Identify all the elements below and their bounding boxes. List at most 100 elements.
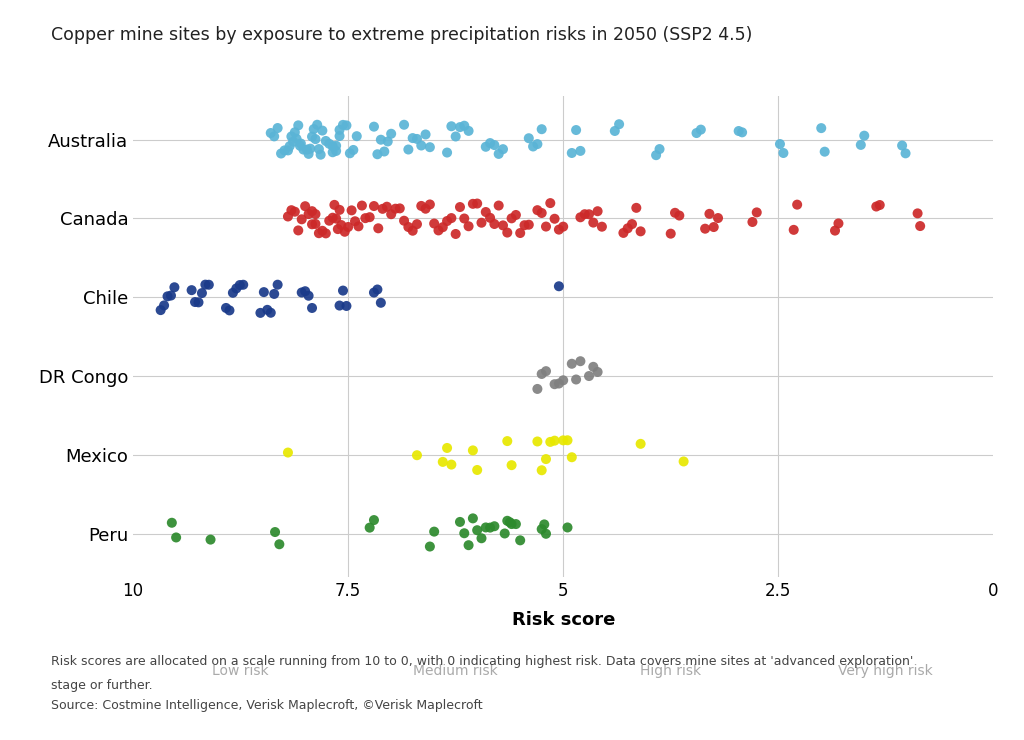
Point: [469, 464, 485, 476]
Point: [379, 201, 395, 212]
Point: [383, 208, 399, 220]
Point: [706, 221, 722, 233]
Point: [325, 147, 341, 158]
Point: [734, 127, 751, 138]
Point: [422, 141, 438, 153]
Point: [366, 286, 382, 298]
Point: [477, 141, 494, 152]
Point: [228, 283, 245, 295]
Point: [537, 519, 553, 531]
Point: [409, 218, 425, 230]
Point: [328, 212, 344, 224]
Text: Low risk: Low risk: [212, 664, 269, 678]
Point: [456, 120, 472, 132]
Point: [387, 203, 403, 215]
Point: [563, 147, 580, 159]
Point: [538, 453, 554, 465]
Point: [322, 215, 338, 226]
Point: [534, 464, 550, 476]
Point: [551, 377, 567, 389]
Point: [332, 124, 348, 135]
Point: [529, 383, 546, 395]
Point: [555, 434, 571, 446]
Point: [504, 518, 520, 530]
Point: [340, 221, 356, 233]
Point: [538, 366, 554, 377]
Text: Medium risk: Medium risk: [414, 664, 498, 678]
Point: [585, 361, 601, 373]
Point: [370, 223, 386, 235]
Point: [284, 204, 300, 216]
Point: [633, 226, 649, 238]
Point: [434, 456, 451, 468]
Point: [430, 224, 446, 236]
Point: [909, 207, 926, 219]
Point: [482, 212, 499, 223]
Point: [325, 212, 341, 223]
Point: [856, 130, 872, 141]
Point: [332, 204, 348, 216]
Point: [563, 451, 580, 463]
Point: [572, 212, 589, 223]
Point: [221, 304, 238, 316]
Point: [284, 130, 300, 142]
Point: [581, 370, 597, 382]
Point: [309, 119, 326, 131]
Point: [409, 449, 425, 461]
Point: [194, 287, 210, 299]
Point: [342, 147, 358, 159]
Point: [581, 209, 597, 221]
Point: [314, 124, 331, 136]
Point: [508, 209, 524, 221]
Point: [671, 209, 687, 221]
Point: [482, 137, 499, 149]
Point: [508, 518, 524, 530]
Point: [418, 203, 434, 215]
Point: [775, 147, 792, 159]
Point: [302, 143, 318, 155]
Point: [534, 207, 550, 219]
Point: [373, 297, 389, 309]
Point: [160, 290, 176, 302]
Point: [310, 227, 327, 239]
Point: [495, 220, 511, 232]
Point: [868, 201, 885, 212]
Point: [697, 223, 714, 235]
Point: [304, 205, 321, 217]
Point: [482, 522, 499, 534]
Point: [447, 130, 464, 142]
Point: [271, 538, 288, 550]
Point: [422, 541, 438, 553]
Point: [164, 517, 180, 528]
Point: [594, 221, 610, 232]
Point: [439, 147, 456, 158]
Point: [376, 146, 392, 158]
Point: [504, 460, 520, 471]
Point: [469, 524, 485, 536]
Point: [490, 148, 507, 160]
Point: [373, 134, 389, 146]
Point: [628, 202, 644, 214]
Text: stage or further.: stage or further.: [51, 679, 153, 693]
Point: [772, 138, 788, 150]
Point: [332, 130, 348, 142]
Point: [307, 133, 324, 145]
Point: [577, 208, 593, 220]
Point: [396, 119, 413, 131]
Point: [520, 132, 537, 144]
Point: [353, 200, 370, 212]
Point: [269, 279, 286, 291]
Point: [648, 149, 665, 161]
Point: [452, 201, 468, 213]
Point: [256, 286, 272, 298]
Point: [203, 534, 219, 545]
Point: [813, 122, 829, 134]
Point: [499, 226, 515, 238]
Point: [461, 539, 477, 551]
Point: [325, 140, 341, 152]
Point: [555, 221, 571, 232]
Point: [894, 140, 910, 152]
Point: [295, 144, 311, 155]
Point: [871, 199, 888, 211]
Point: [456, 212, 472, 224]
